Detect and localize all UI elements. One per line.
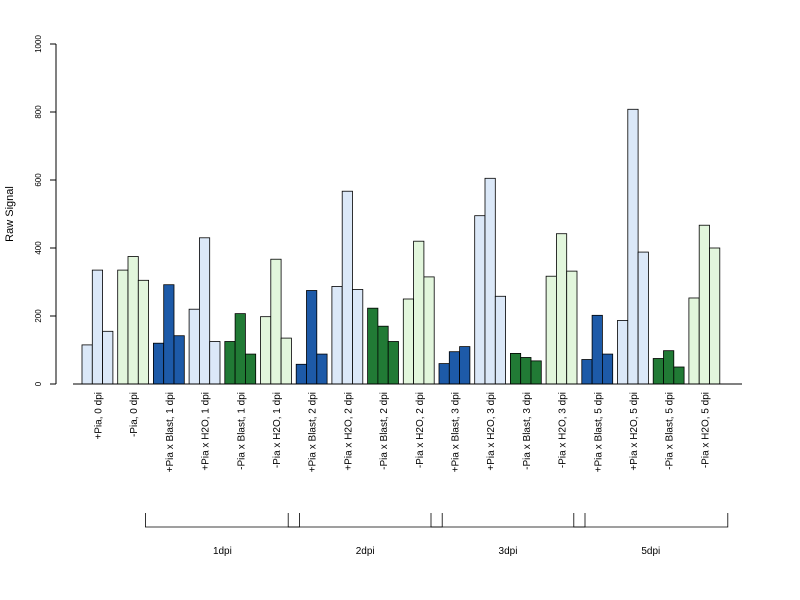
x-tick-label: -Pia x Blast, 5 dpi bbox=[665, 392, 676, 470]
group-bracket-label: 5dpi bbox=[641, 546, 660, 557]
x-tick-label: -Pia x H2O, 1 dpi bbox=[272, 392, 283, 468]
y-axis-label: Raw Signal bbox=[4, 186, 16, 242]
bar bbox=[387, 341, 399, 385]
bar bbox=[352, 289, 364, 385]
group-bracket-label: 2dpi bbox=[356, 546, 375, 557]
bar bbox=[152, 342, 165, 385]
bar bbox=[566, 270, 578, 385]
y-tick-label: 0 bbox=[34, 381, 43, 386]
bar bbox=[591, 314, 603, 385]
bar bbox=[545, 275, 557, 385]
bar bbox=[581, 359, 593, 385]
bar bbox=[163, 284, 175, 385]
bar bbox=[367, 307, 379, 385]
bar bbox=[652, 358, 664, 385]
x-tick-label: +Pia x H2O, 2 dpi bbox=[343, 392, 354, 471]
x-tick-label: +Pia, 0 dpi bbox=[93, 392, 104, 440]
bar bbox=[188, 308, 200, 385]
bar bbox=[234, 313, 246, 385]
group-brackets: 1dpi 2dpi 3dpi 5dpi bbox=[145, 513, 729, 557]
bar bbox=[117, 269, 129, 385]
x-tick-label: +Pia x Blast, 1 dpi bbox=[165, 392, 176, 472]
bar bbox=[91, 269, 104, 385]
x-tick-label: +Pia x Blast, 3 dpi bbox=[450, 392, 461, 472]
bar bbox=[627, 108, 639, 385]
group-bracket bbox=[573, 513, 729, 528]
x-tick-labels: +Pia, 0 dpi -Pia, 0 dpi +Pia x Blast, 1 dp… bbox=[93, 392, 711, 472]
x-tick-label: -Pia, 0 dpi bbox=[129, 392, 140, 437]
bar bbox=[331, 286, 343, 385]
x-tick-label: -Pia x H2O, 2 dpi bbox=[415, 392, 426, 468]
x-tick-label: +Pia x H2O, 3 dpi bbox=[486, 392, 497, 471]
bar bbox=[459, 346, 471, 385]
group-bracket bbox=[145, 513, 300, 528]
bar bbox=[224, 341, 236, 385]
bar bbox=[316, 353, 328, 385]
bar bbox=[260, 316, 272, 385]
x-tick-label: +Pia x H2O, 1 dpi bbox=[201, 392, 212, 471]
bar bbox=[270, 258, 282, 385]
bar bbox=[530, 360, 542, 385]
y-tick-label: 600 bbox=[34, 173, 43, 187]
bar bbox=[413, 240, 425, 385]
bar bbox=[474, 215, 486, 385]
bar bbox=[709, 247, 721, 385]
bar bbox=[244, 353, 257, 385]
bar bbox=[280, 337, 292, 385]
y-tick-label: 400 bbox=[34, 241, 43, 255]
bar bbox=[423, 276, 435, 385]
group-bracket-label: 3dpi bbox=[499, 546, 518, 557]
bar bbox=[306, 290, 318, 385]
bar bbox=[173, 335, 185, 385]
x-tick-label: -Pia x H2O, 5 dpi bbox=[700, 392, 711, 468]
y-tick-label: 800 bbox=[34, 105, 43, 119]
group-bracket-label: 1dpi bbox=[213, 546, 232, 557]
bar bbox=[341, 190, 353, 385]
bar bbox=[81, 344, 93, 385]
y-tick-label: 1000 bbox=[34, 35, 43, 53]
bar bbox=[602, 353, 614, 385]
group-bracket bbox=[287, 513, 443, 528]
y-axis: 0 200 400 600 800 1000 bbox=[34, 35, 57, 386]
x-tick-label: -Pia x H2O, 3 dpi bbox=[558, 392, 569, 468]
x-tick-label: +Pia x Blast, 2 dpi bbox=[308, 392, 319, 472]
bar bbox=[698, 224, 710, 385]
x-tick-label: -Pia x Blast, 3 dpi bbox=[522, 392, 533, 470]
bar bbox=[198, 237, 211, 385]
bar bbox=[520, 357, 532, 385]
bar bbox=[438, 363, 450, 385]
bar bbox=[688, 297, 700, 385]
bars bbox=[81, 108, 721, 385]
bar bbox=[402, 298, 414, 385]
x-tick-label: -Pia x Blast, 1 dpi bbox=[236, 392, 247, 470]
bar bbox=[137, 279, 150, 385]
x-tick-label: +Pia x Blast, 5 dpi bbox=[593, 392, 604, 472]
bar bbox=[673, 366, 685, 385]
group-bracket bbox=[430, 513, 586, 528]
bar bbox=[509, 352, 522, 385]
bar bbox=[617, 320, 629, 385]
bar bbox=[127, 256, 139, 385]
bar bbox=[663, 350, 675, 385]
x-tick-label: -Pia x Blast, 2 dpi bbox=[379, 392, 390, 470]
bar bbox=[377, 325, 389, 385]
bar bbox=[448, 351, 460, 385]
x-tick-label: +Pia x H2O, 5 dpi bbox=[629, 392, 640, 471]
bar bbox=[494, 295, 506, 385]
bar bbox=[295, 363, 307, 385]
bar bbox=[209, 341, 221, 385]
bar bbox=[484, 177, 496, 385]
bar bbox=[556, 233, 568, 385]
bar bbox=[102, 330, 114, 385]
y-tick-label: 200 bbox=[34, 309, 43, 323]
bar bbox=[637, 251, 649, 385]
